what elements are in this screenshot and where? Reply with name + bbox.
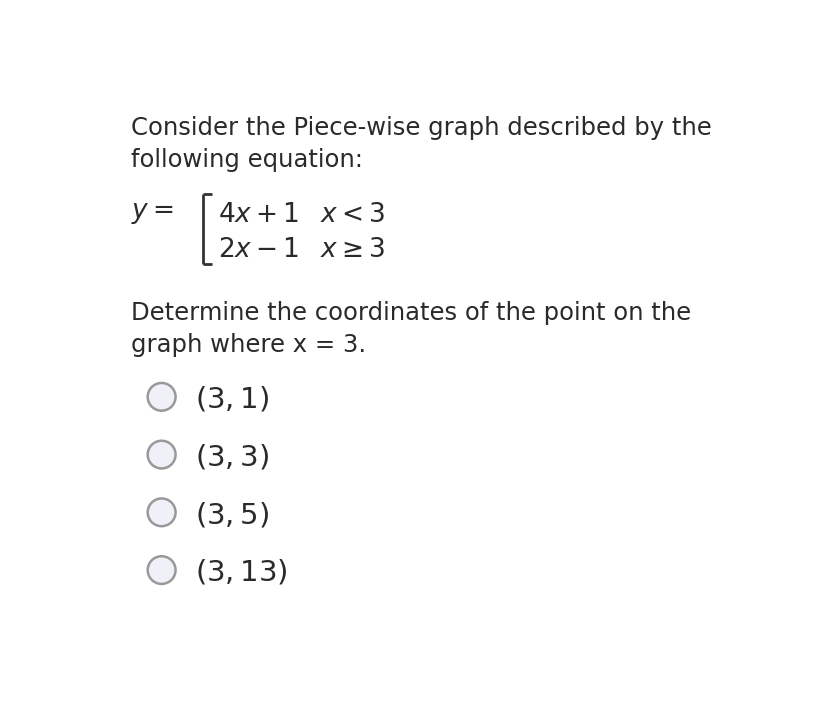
Circle shape <box>147 383 175 411</box>
Text: $2x-1$: $2x-1$ <box>218 237 299 263</box>
Text: $y=$: $y=$ <box>131 200 173 226</box>
Text: $x<3$: $x<3$ <box>320 202 385 228</box>
Text: graph where x = 3.: graph where x = 3. <box>131 333 366 357</box>
Circle shape <box>147 556 175 584</box>
Text: Consider the Piece-wise graph described by the: Consider the Piece-wise graph described … <box>131 116 710 140</box>
Text: $\left(3,5\right)$: $\left(3,5\right)$ <box>194 500 269 529</box>
Text: $x\geq3$: $x\geq3$ <box>320 237 385 263</box>
Circle shape <box>147 441 175 469</box>
Text: Determine the coordinates of the point on the: Determine the coordinates of the point o… <box>131 301 690 324</box>
Text: following equation:: following equation: <box>131 148 362 172</box>
Text: $\left(3,1\right)$: $\left(3,1\right)$ <box>194 384 269 414</box>
Text: $4x+1$: $4x+1$ <box>218 202 299 228</box>
Text: $\left(3,3\right)$: $\left(3,3\right)$ <box>194 442 269 472</box>
Text: $\left(3,13\right)$: $\left(3,13\right)$ <box>194 558 287 587</box>
Circle shape <box>147 498 175 526</box>
